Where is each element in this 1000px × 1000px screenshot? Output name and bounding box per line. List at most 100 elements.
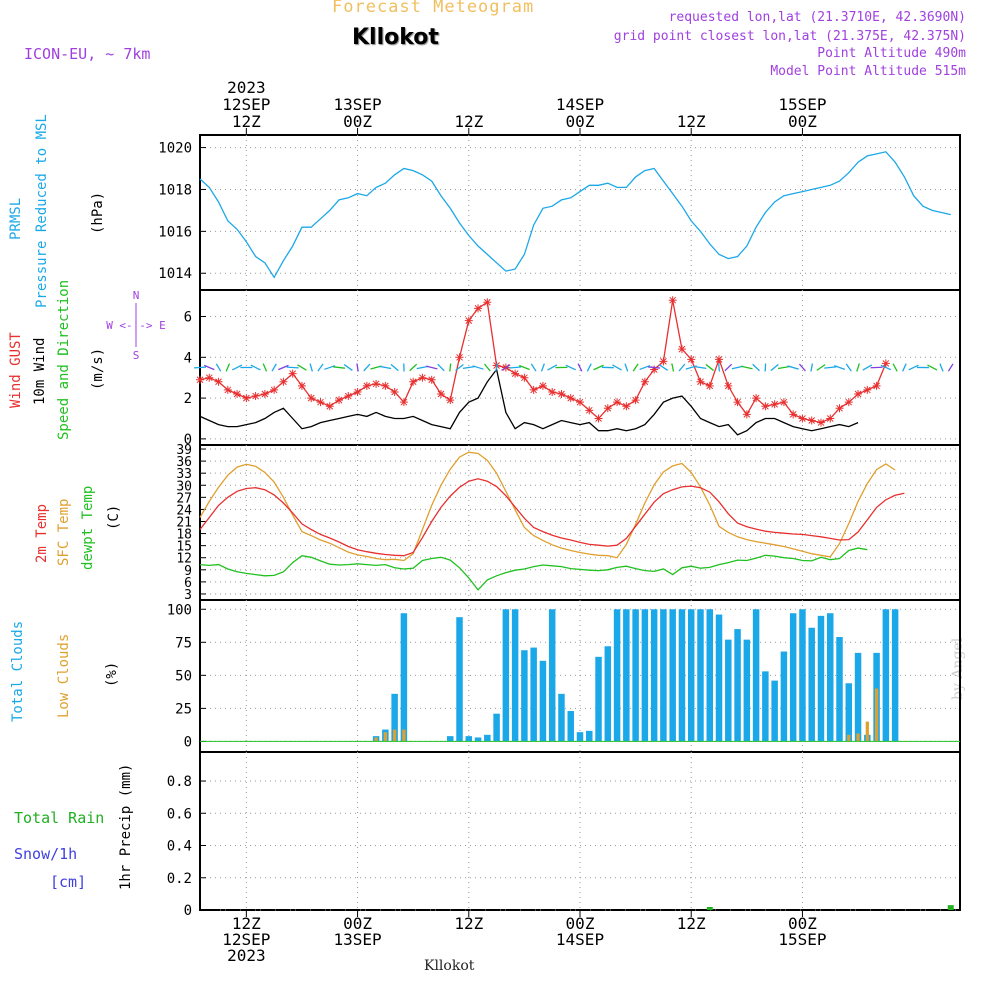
low-cloud-bar <box>374 737 378 742</box>
wind-direction-arrow <box>770 363 779 372</box>
gust-marker <box>260 390 269 399</box>
gust-marker <box>390 387 399 396</box>
bottom-time-label: 14SEP <box>556 930 604 949</box>
total-cloud-bar <box>474 737 482 742</box>
gust-marker <box>557 390 566 399</box>
top-date-label: 13SEP <box>333 95 381 114</box>
gust-marker <box>576 398 584 407</box>
gust-marker <box>640 377 649 386</box>
gust-marker <box>335 396 344 405</box>
point-altitude: Point Altitude 490m <box>817 46 966 61</box>
top-hour-label: 12Z <box>677 112 706 131</box>
total-cloud-bar <box>771 680 778 742</box>
gust-marker <box>214 377 223 386</box>
top-date-label: 12SEP <box>222 95 270 114</box>
gust-marker <box>724 381 733 390</box>
total-cloud-bar <box>660 609 667 742</box>
low-cloud-bar <box>393 729 397 742</box>
gust-marker <box>677 345 686 354</box>
gust-marker <box>399 398 408 407</box>
wind-direction-arrow <box>390 363 399 372</box>
gust-marker <box>742 410 751 419</box>
snow-unit-label: [cm] <box>50 873 87 891</box>
gust-marker <box>705 381 714 390</box>
total-cloud-bar <box>669 609 676 742</box>
wind-direction-arrow <box>540 363 545 372</box>
clouds-ytick-label: 100 <box>167 602 192 618</box>
model-altitude: Model Point Altitude 515m <box>770 64 966 79</box>
total-cloud-bar <box>447 736 454 742</box>
total-cloud-bar <box>845 683 853 742</box>
gust-marker <box>464 316 473 325</box>
wind-ytick-label: 6 <box>184 310 192 326</box>
wind-direction-arrow <box>250 364 261 371</box>
gust-marker <box>696 377 705 386</box>
gust-marker <box>353 387 362 396</box>
pressure-ytick-label: 1018 <box>158 182 192 198</box>
total-cloud-bar <box>882 609 890 742</box>
gust-marker <box>789 410 798 419</box>
wind-direction-arrow <box>530 363 537 372</box>
top-hour-label: 00Z <box>343 112 372 131</box>
grid-point-coords: grid point closest lon,lat (21.375E, 42.… <box>613 29 966 44</box>
bottom-time-label: 12SEP <box>222 930 270 949</box>
wind-direction-arrow <box>816 364 826 371</box>
gust-marker <box>381 381 390 390</box>
compass-north: N <box>133 289 140 302</box>
wind-direction-arrow <box>518 364 530 371</box>
total-cloud-bar <box>799 609 806 742</box>
temp-ytick-label: 12 <box>176 552 192 567</box>
total-cloud-bar <box>650 609 658 742</box>
bottom-time-label: 12Z <box>454 914 483 933</box>
wind-ytick-label: 2 <box>184 391 192 407</box>
bottom-time-label: 2023 <box>227 946 266 965</box>
gust-marker <box>474 304 483 313</box>
gust-marker <box>761 402 770 411</box>
wind-direction-arrow <box>639 364 651 371</box>
total-cloud-bar <box>391 693 398 742</box>
wind-direction-arrow <box>509 366 522 369</box>
bottom-time-label: 00Z <box>343 914 372 933</box>
snow-label: Snow/1h <box>14 845 78 863</box>
wind-direction-arrow <box>658 364 669 371</box>
clouds-ytick-label: 75 <box>175 635 192 651</box>
wind-direction-arrow <box>705 363 715 372</box>
wind-direction-arrow <box>343 364 353 371</box>
total-cloud-bar <box>567 711 574 742</box>
gust-marker <box>854 390 863 399</box>
temp-ytick-label: 21 <box>176 515 192 530</box>
precip-ytick-label: 0 <box>184 903 192 919</box>
gust-marker <box>798 414 807 423</box>
gust-marker <box>622 402 631 411</box>
wind-direction-arrow <box>810 363 814 372</box>
total-cloud-bar <box>558 693 565 742</box>
gust-marker <box>835 404 844 413</box>
wind-direction-arrow <box>225 363 231 372</box>
temp-frame <box>199 444 961 601</box>
total-cloud-bar <box>456 617 463 742</box>
wind-direction-arrow <box>231 364 243 371</box>
wind-direction-arrow <box>565 364 576 371</box>
wind-direction-arrow <box>902 363 907 372</box>
gust-marker <box>752 394 761 403</box>
temp-ytick-label: 36 <box>176 455 192 470</box>
wind-direction-arrow <box>648 366 661 369</box>
top-date-label: 14SEP <box>556 95 604 114</box>
gust-marker <box>779 398 788 407</box>
wind-direction-arrow <box>939 363 944 372</box>
wind-direction-arrow <box>356 363 359 372</box>
gust-marker <box>538 381 547 390</box>
wind-direction-arrow <box>856 363 860 372</box>
bottom-time-label: 00Z <box>788 914 817 933</box>
top-hour-label: 12Z <box>454 112 483 131</box>
total-cloud-bar <box>576 732 584 742</box>
total-cloud-bar <box>780 651 788 742</box>
gust-marker <box>297 381 306 390</box>
total-cloud-bar <box>752 609 760 742</box>
gust-marker <box>316 398 325 407</box>
wind-speed-line <box>199 367 859 436</box>
total-cloud-bar <box>623 609 630 742</box>
gust-marker <box>325 402 334 411</box>
